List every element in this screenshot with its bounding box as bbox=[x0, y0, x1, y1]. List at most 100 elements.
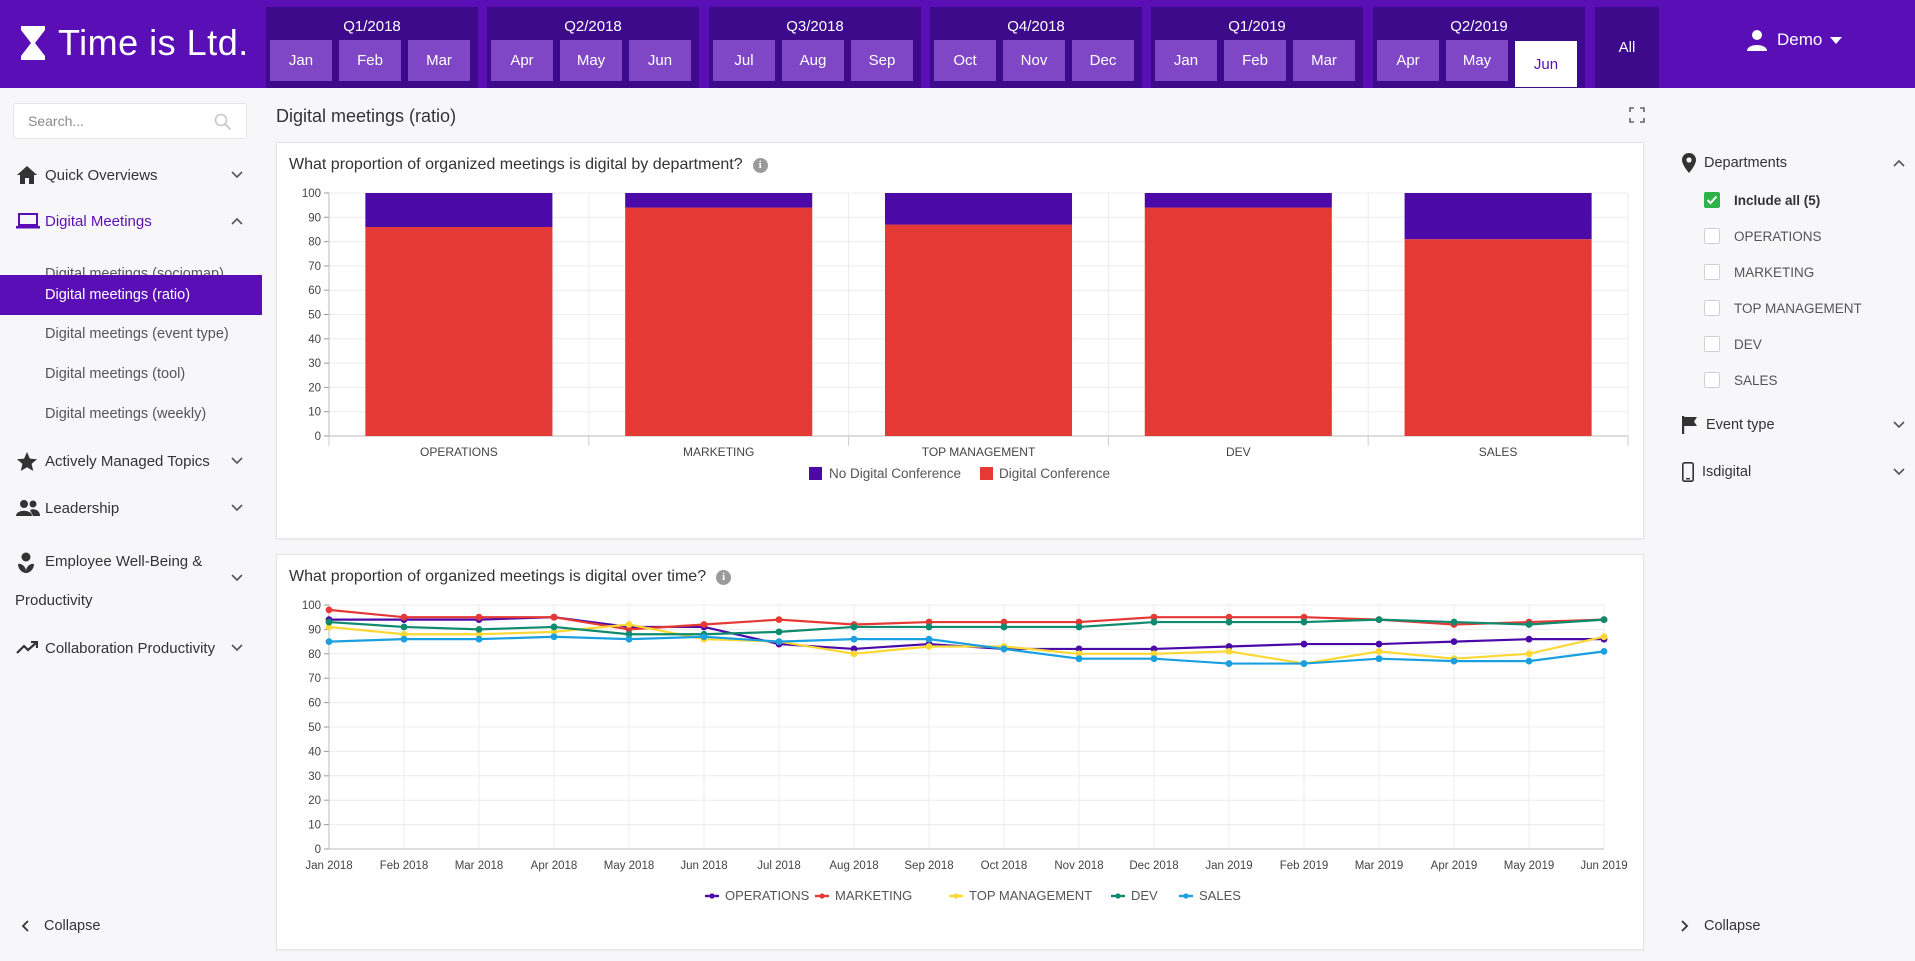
x-tick-label: Jan 2019 bbox=[1205, 860, 1252, 872]
nav-sub-ratio[interactable]: Digital meetings (ratio) bbox=[0, 275, 262, 315]
month-button-oct[interactable]: Oct bbox=[934, 40, 996, 81]
y-tick-label: 10 bbox=[308, 820, 321, 832]
data-point bbox=[1600, 633, 1608, 641]
checkbox[interactable] bbox=[1704, 336, 1720, 352]
data-point bbox=[1150, 618, 1158, 626]
bar-no-digital bbox=[884, 193, 1073, 225]
month-button-mar[interactable]: Mar bbox=[408, 40, 470, 81]
data-point bbox=[625, 635, 633, 643]
month-button-may[interactable]: May bbox=[560, 40, 622, 81]
nav-digital-meetings[interactable]: Digital Meetings bbox=[0, 206, 262, 236]
month-button-jun[interactable]: Jun bbox=[1515, 41, 1577, 87]
data-point bbox=[1525, 621, 1533, 628]
all-periods-button[interactable]: All bbox=[1595, 7, 1659, 88]
nav-leadership[interactable]: Leadership bbox=[0, 493, 262, 523]
filter-label: OPERATIONS bbox=[1734, 228, 1822, 244]
legend-label: DEV bbox=[1131, 888, 1158, 903]
y-tick-label: 30 bbox=[308, 771, 321, 783]
collapse-filters-button[interactable]: Collapse bbox=[1680, 918, 1760, 934]
user-menu[interactable]: Demo bbox=[1745, 28, 1852, 52]
bar-digital bbox=[1404, 239, 1592, 436]
x-tick-label: Jun 2019 bbox=[1580, 860, 1627, 872]
checkbox[interactable] bbox=[1704, 300, 1720, 316]
home-icon bbox=[17, 166, 37, 184]
checkbox[interactable] bbox=[1704, 372, 1720, 388]
nav-sub-tool[interactable]: Digital meetings (tool) bbox=[45, 366, 186, 382]
x-tick-label: Oct 2018 bbox=[981, 860, 1028, 872]
chart-title-text: What proportion of organized meetings is… bbox=[289, 568, 707, 585]
checkbox[interactable] bbox=[1704, 228, 1720, 244]
month-button-feb[interactable]: Feb bbox=[339, 40, 401, 81]
data-point bbox=[1525, 650, 1533, 658]
search-icon[interactable] bbox=[214, 113, 232, 131]
collapse-sidebar-button[interactable]: Collapse bbox=[20, 918, 100, 934]
month-button-nov[interactable]: Nov bbox=[1003, 40, 1065, 81]
checkbox-checked[interactable] bbox=[1704, 192, 1720, 208]
quarter-label: Q2/2018 bbox=[564, 18, 622, 35]
data-point bbox=[1150, 650, 1158, 658]
departments-label: Departments bbox=[1704, 155, 1788, 171]
month-button-jul[interactable]: Jul bbox=[713, 40, 775, 81]
departments-filter-header[interactable]: Departments bbox=[1682, 153, 1906, 173]
data-point bbox=[1525, 657, 1533, 665]
month-button-apr[interactable]: Apr bbox=[1377, 40, 1439, 81]
nav-label: Actively Managed Topics bbox=[45, 452, 210, 470]
month-button-sep[interactable]: Sep bbox=[851, 40, 913, 81]
info-icon[interactable]: i bbox=[716, 569, 732, 585]
y-tick-label: 10 bbox=[308, 407, 321, 419]
legend-swatch bbox=[809, 467, 822, 480]
info-icon[interactable]: i bbox=[752, 157, 768, 173]
filter-dev[interactable]: DEV bbox=[1704, 336, 1762, 352]
month-button-may[interactable]: May bbox=[1446, 40, 1508, 81]
data-point bbox=[925, 618, 933, 626]
event-type-filter-header[interactable]: Event type bbox=[1682, 416, 1906, 434]
nav-quick-overviews[interactable]: Quick Overviews bbox=[0, 160, 262, 190]
nav-sub-event-type[interactable]: Digital meetings (event type) bbox=[45, 326, 229, 342]
fullscreen-icon[interactable] bbox=[1629, 107, 1645, 123]
nav-actively-managed-topics[interactable]: Actively Managed Topics bbox=[0, 446, 262, 476]
isdigital-filter-header[interactable]: Isdigital bbox=[1682, 462, 1906, 482]
data-point bbox=[850, 650, 858, 658]
x-tick-label: Aug 2018 bbox=[829, 860, 878, 872]
filter-include-all[interactable]: Include all (5) bbox=[1704, 192, 1820, 208]
month-button-mar[interactable]: Mar bbox=[1293, 40, 1355, 81]
search-input[interactable] bbox=[14, 104, 204, 138]
bar-digital bbox=[884, 224, 1073, 436]
filter-operations[interactable]: OPERATIONS bbox=[1704, 228, 1822, 244]
legend-swatch bbox=[953, 893, 959, 899]
bar-no-digital bbox=[1144, 193, 1332, 208]
filter-marketing[interactable]: MARKETING bbox=[1704, 264, 1814, 280]
x-tick-label: May 2018 bbox=[604, 860, 655, 872]
x-tick-label: Jan 2018 bbox=[305, 860, 352, 872]
month-button-jun[interactable]: Jun bbox=[629, 40, 691, 81]
data-point bbox=[775, 638, 783, 645]
nav-collaboration-productivity[interactable]: Collaboration Productivity bbox=[0, 633, 262, 663]
data-point bbox=[1150, 613, 1158, 621]
filter-label: Include all (5) bbox=[1734, 192, 1821, 208]
month-button-jan[interactable]: Jan bbox=[270, 40, 332, 81]
month-button-aug[interactable]: Aug bbox=[782, 40, 844, 81]
nav-sub-weekly[interactable]: Digital meetings (weekly) bbox=[45, 406, 207, 422]
month-button-dec[interactable]: Dec bbox=[1072, 40, 1134, 81]
logo[interactable]: Time is Ltd. bbox=[18, 22, 249, 64]
filter-top-management[interactable]: TOP MANAGEMENT bbox=[1704, 300, 1862, 316]
x-tick-label: Mar 2019 bbox=[1355, 860, 1404, 872]
month-button-feb[interactable]: Feb bbox=[1224, 40, 1286, 81]
caret-down-icon bbox=[1830, 37, 1843, 44]
collapse-label: Collapse bbox=[1704, 918, 1761, 934]
y-tick-label: 20 bbox=[308, 795, 321, 807]
data-point bbox=[550, 613, 558, 621]
data-point bbox=[325, 606, 333, 614]
month-button-apr[interactable]: Apr bbox=[491, 40, 553, 81]
checkbox[interactable] bbox=[1704, 264, 1720, 280]
legend-swatch bbox=[1183, 893, 1189, 899]
data-point bbox=[400, 613, 408, 621]
filter-sales[interactable]: SALES bbox=[1704, 372, 1778, 388]
legend-label: Digital Conference bbox=[999, 466, 1110, 481]
chevron-up-icon bbox=[231, 217, 243, 225]
bar-no-digital bbox=[365, 193, 553, 228]
data-point bbox=[475, 613, 483, 621]
y-tick-label: 90 bbox=[308, 624, 321, 636]
month-button-jan[interactable]: Jan bbox=[1155, 40, 1217, 81]
nav-employee-wellbeing[interactable]: Employee Well-Being & Productivity bbox=[0, 552, 262, 609]
